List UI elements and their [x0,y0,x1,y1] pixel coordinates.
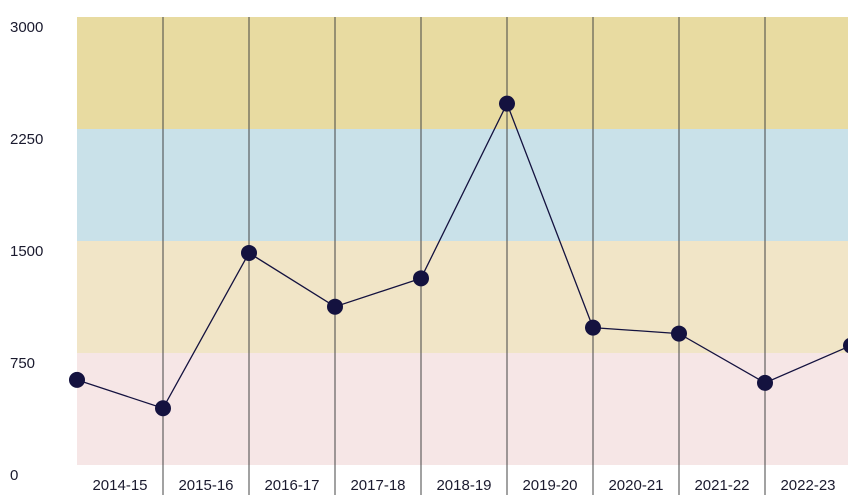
point [69,371,85,388]
x-tick-label: 2014-15 [92,477,147,494]
point [155,400,171,417]
point [585,319,601,336]
x-tick-label: 2018-19 [436,477,491,494]
band [77,17,848,129]
band [77,241,848,353]
y-tick-label: 750 [10,355,35,372]
y-tick-label: 2250 [10,131,43,148]
x-tick-label: 2021-22 [694,477,749,494]
band [77,353,848,465]
point [757,374,773,391]
point [327,298,343,315]
point [241,244,257,261]
x-tick-label: 2017-18 [350,477,405,494]
line [76,101,848,410]
y-tick-label: 0 [10,467,18,484]
point [843,338,848,353]
x-tick-label: 2020-21 [608,477,663,494]
point [499,95,515,112]
y-tick-label: 3000 [10,19,43,36]
point [671,325,687,342]
x-tick-label: 2019-20 [522,477,577,494]
x-tick-label: 2016-17 [264,477,319,494]
y-tick-label: 1500 [10,243,43,260]
band [77,129,848,241]
point [413,270,429,287]
x-tick-label: 2022-23 [780,477,835,494]
x-tick-label: 2015-16 [178,477,233,494]
